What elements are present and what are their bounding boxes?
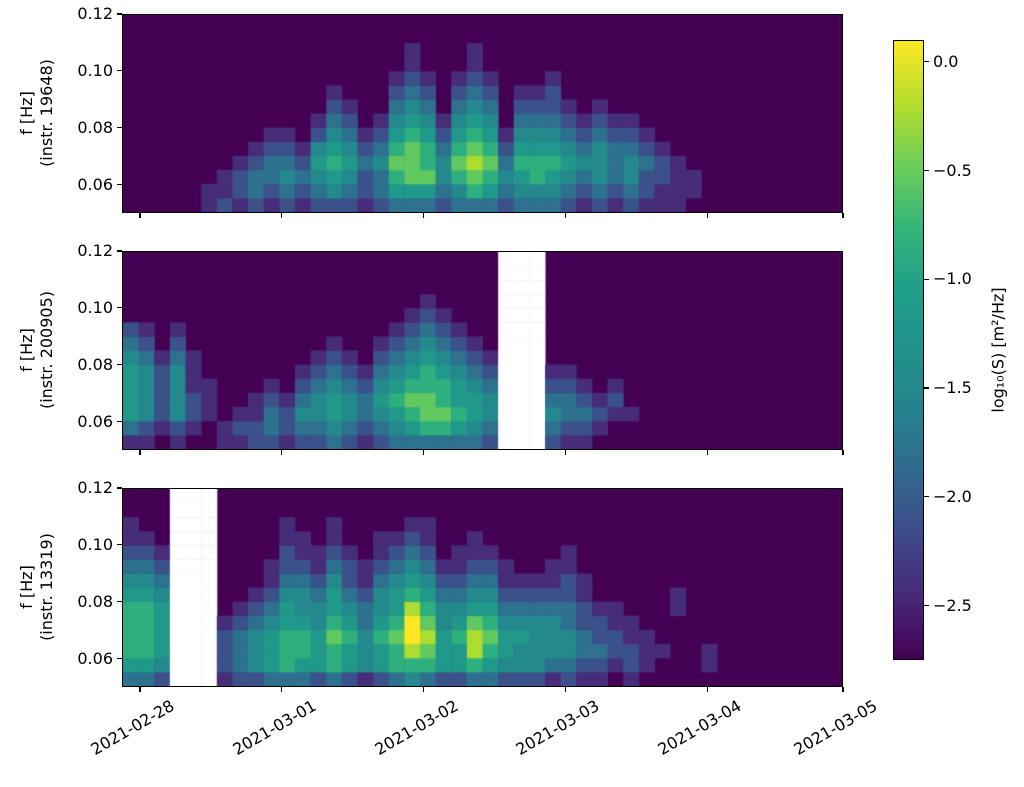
x-tick: [706, 213, 708, 218]
y-tick-label: 0.12: [77, 241, 113, 260]
x-tick: [281, 213, 283, 218]
y-tick: [117, 250, 122, 252]
y-tick-label: 0.10: [77, 297, 113, 317]
x-tick-label: 2021-03-05: [790, 696, 881, 759]
y-tick: [117, 183, 122, 186]
y-axis-label-instr: (instr. 200905): [37, 290, 56, 410]
spectrogram-panel-19648: [122, 14, 843, 213]
colorbar-tick-label: −1.5: [933, 378, 972, 398]
y-tick-label: 0.08: [77, 591, 113, 611]
x-tick: [564, 687, 566, 692]
x-tick-label: 2021-03-01: [229, 696, 320, 759]
colorbar-tick: [924, 605, 929, 607]
colorbar-tick-label: 0.0: [933, 51, 959, 71]
spectrogram-panel-13319: [122, 488, 843, 687]
x-tick: [564, 213, 566, 218]
y-axis-label-instr: (instr. 13319): [37, 533, 56, 641]
y-axis-label-freq: f [Hz]: [17, 91, 36, 135]
x-tick: [422, 450, 425, 455]
y-tick: [117, 364, 122, 366]
colorbar-tick-label: −2.0: [933, 486, 972, 506]
colorbar-label: log₁₀(S) [m²/Hz]: [988, 287, 1008, 413]
x-tick: [842, 450, 844, 455]
x-tick: [842, 687, 844, 692]
colorbar: [893, 40, 924, 660]
x-tick: [422, 687, 425, 692]
colorbar-gradient: [894, 41, 923, 659]
y-tick: [117, 657, 122, 660]
y-axis-label-freq: f [Hz]: [17, 328, 36, 372]
colorbar-tick: [924, 61, 929, 63]
colorbar-tick-label: −2.5: [933, 595, 972, 615]
x-tick: [564, 450, 566, 455]
colorbar-tick: [924, 496, 929, 498]
x-tick: [422, 213, 425, 218]
x-tick: [706, 687, 708, 692]
y-tick-label: 0.08: [77, 354, 113, 374]
y-tick: [117, 487, 122, 489]
x-tick: [842, 213, 844, 218]
y-tick: [117, 544, 122, 546]
y-tick: [117, 601, 122, 603]
y-tick-label: 0.10: [77, 534, 113, 554]
y-axis-label-instr: (instr. 19648): [37, 59, 56, 167]
y-tick: [117, 307, 122, 309]
colorbar-tick-label: −1.0: [933, 269, 972, 289]
x-tick: [281, 687, 283, 692]
spectrogram-panel-200905: [122, 251, 843, 450]
colorbar-tick: [924, 387, 929, 389]
x-tick-label: 2021-03-04: [654, 696, 745, 759]
y-tick-label: 0.12: [77, 4, 113, 23]
y-tick-label: 0.06: [77, 411, 113, 431]
y-tick: [117, 127, 122, 129]
x-tick-label: 2021-02-28: [87, 696, 178, 759]
x-tick: [706, 450, 708, 455]
heatmap-canvas-2: [123, 489, 842, 686]
y-tick: [117, 420, 122, 423]
y-axis-label-panel-2: f [Hz] (instr. 200905): [17, 291, 57, 409]
x-tick: [139, 687, 141, 692]
heatmap-canvas-1: [123, 252, 842, 449]
y-tick-label: 0.06: [77, 648, 113, 668]
x-tick: [139, 213, 141, 218]
y-tick-label: 0.10: [77, 60, 113, 80]
y-axis-label-freq: f [Hz]: [17, 565, 36, 609]
x-tick-label: 2021-03-03: [512, 696, 603, 759]
x-tick-label: 2021-03-02: [371, 696, 462, 759]
y-tick-label: 0.08: [77, 117, 113, 137]
y-tick-label: 0.12: [77, 478, 113, 497]
colorbar-tick-label: −0.5: [933, 160, 972, 180]
colorbar-tick: [924, 278, 929, 280]
heatmap-canvas-0: [123, 15, 842, 212]
y-tick-label: 0.06: [77, 174, 113, 194]
y-axis-label-panel-3: f [Hz] (instr. 13319): [17, 533, 57, 641]
y-tick: [117, 13, 122, 15]
y-tick: [117, 70, 122, 72]
x-tick: [139, 450, 141, 455]
x-tick: [281, 450, 283, 455]
y-axis-label-panel-1: f [Hz] (instr. 19648): [17, 59, 57, 167]
colorbar-tick: [924, 169, 929, 172]
